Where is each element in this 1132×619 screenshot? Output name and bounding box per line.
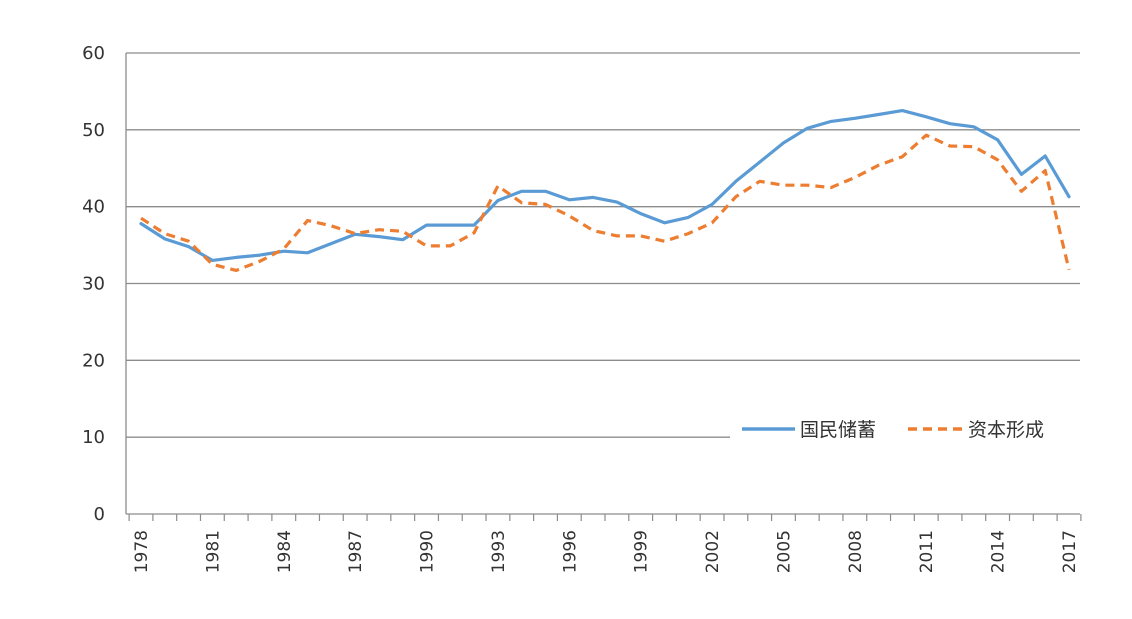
legend-label-capital-formation: 资本形成 (968, 419, 1044, 441)
x-tick-label: 1984 (275, 530, 295, 573)
gridlines (126, 52, 1080, 438)
y-tick-label: 30 (82, 274, 105, 295)
legend: 国民储蓄 资本形成 (730, 408, 1080, 450)
x-tick-label: 1981 (203, 530, 223, 573)
x-tick-label: 2011 (917, 530, 937, 573)
x-tick-label: 2014 (989, 530, 1009, 573)
x-tick-label: 2008 (846, 530, 866, 573)
series-line-capital-formation (140, 133, 1071, 272)
legend-label-national-savings: 国民储蓄 (800, 419, 876, 441)
y-tick-label: 50 (82, 120, 105, 141)
x-tick-label: 1987 (346, 530, 366, 573)
x-axis: 1978 1981 1984 1987 1990 1993 1996 1999 2002 2005… (125, 53, 1082, 573)
x-tick-label: 1999 (632, 530, 652, 573)
y-axis-ticks: 0 10 20 30 40 50 60 (82, 43, 105, 525)
x-tick-label: 1978 (132, 530, 152, 573)
x-tick-label: 2005 (774, 530, 794, 573)
x-tick-label: 2002 (703, 530, 723, 573)
series-group (139, 108, 1071, 272)
y-tick-label: 0 (94, 504, 105, 525)
y-tick-label: 20 (82, 350, 105, 371)
y-tick-label: 60 (82, 43, 105, 64)
x-tick-label: 2017 (1060, 530, 1080, 573)
x-tick-label: 1996 (560, 530, 580, 573)
series-line-national-savings (139, 108, 1071, 262)
x-tick-label: 1990 (418, 530, 438, 573)
y-tick-label: 10 (82, 427, 105, 448)
y-tick-label: 40 (82, 197, 105, 218)
x-tick-label: 1993 (489, 530, 509, 573)
